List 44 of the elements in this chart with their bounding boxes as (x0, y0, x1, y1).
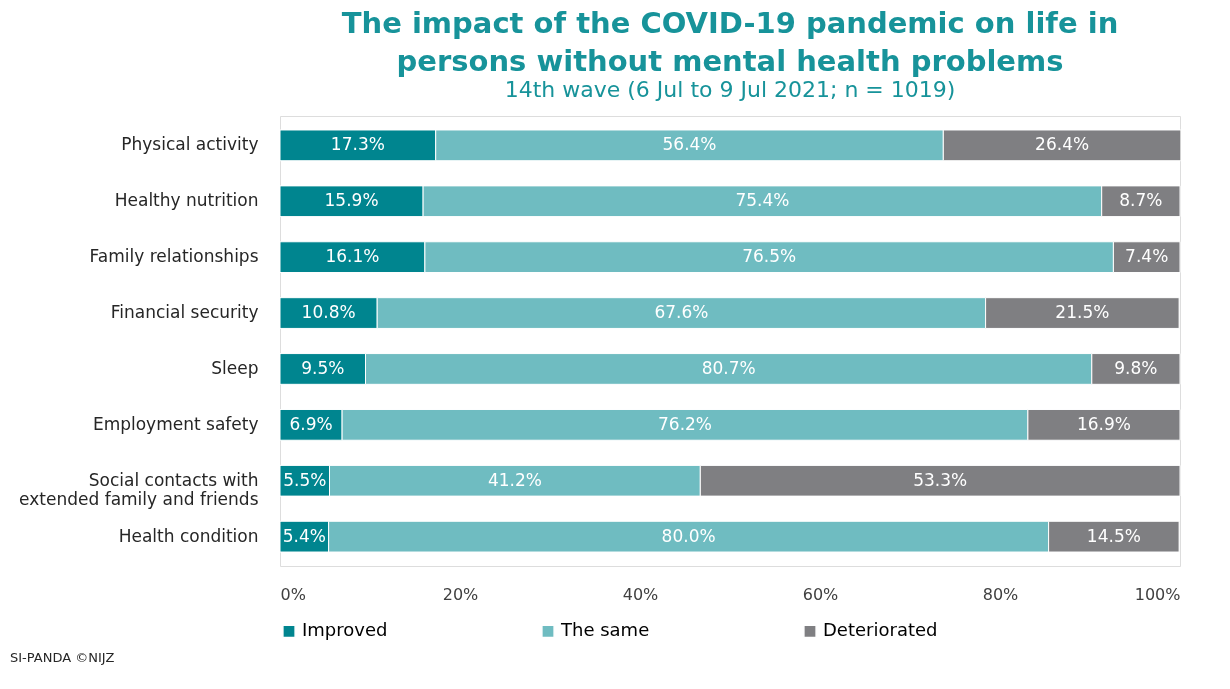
x-tick-label: 80% (982, 584, 1019, 604)
x-tick-label: 100% (1134, 584, 1181, 604)
data-label: 16.9% (1076, 413, 1131, 434)
y-tick-label: Healthy nutrition (114, 190, 259, 211)
y-tick-label: Family relationships (89, 246, 259, 267)
x-tick-label: 20% (442, 584, 479, 604)
chart-subtitle: 14th wave (6 Jul to 9 Jul 2021; n = 1019) (504, 77, 956, 102)
data-label: 76.2% (657, 413, 713, 434)
legend-label: The same (560, 619, 650, 641)
data-label: 17.3% (330, 134, 385, 155)
data-label: 16.1% (325, 246, 380, 267)
chart-title: The impact of the COVID-19 pandemic on life in persons without mental health problems (341, 6, 1119, 78)
x-tick-label: 60% (802, 584, 839, 604)
y-tick-label: Health condition (118, 525, 259, 546)
data-label: 53.3% (913, 469, 968, 490)
data-label: 80.7% (701, 357, 756, 378)
data-label: 9.8% (1114, 357, 1158, 378)
data-label: 14.5% (1086, 525, 1141, 546)
data-label: 76.5% (742, 246, 797, 267)
data-label: 8.7% (1119, 190, 1163, 211)
data-label: 10.8% (301, 302, 356, 323)
y-tick-label: Sleep (211, 357, 259, 378)
data-label: 75.4% (735, 190, 790, 211)
data-label: 5.5% (283, 469, 327, 490)
data-label: 9.5% (301, 357, 345, 378)
x-tick-label: 0% (280, 584, 306, 604)
data-label: 6.9% (289, 413, 333, 434)
y-tick-label: Employment safety (92, 413, 259, 434)
data-label: 5.4% (282, 525, 326, 546)
data-label: 67.6% (654, 302, 709, 323)
y-tick-label: Physical activity (121, 134, 259, 155)
data-label: 15.9% (324, 190, 379, 211)
text: SI-PANDA ©NIJZ (10, 650, 115, 665)
data-label: 26.4% (1035, 134, 1090, 155)
data-label: 7.4% (1125, 246, 1169, 267)
data-label: 41.2% (487, 469, 542, 490)
data-label: 21.5% (1055, 302, 1110, 323)
data-label: 56.4% (662, 134, 717, 155)
legend-label: Deteriorated (823, 619, 938, 641)
data-label: 80.0% (661, 525, 716, 546)
x-tick-label: 40% (622, 584, 659, 604)
legend-label: Improved (302, 619, 388, 641)
y-tick-label: Social contacts with extended family and friends (19, 469, 259, 509)
y-tick-label: Financial security (110, 302, 259, 323)
